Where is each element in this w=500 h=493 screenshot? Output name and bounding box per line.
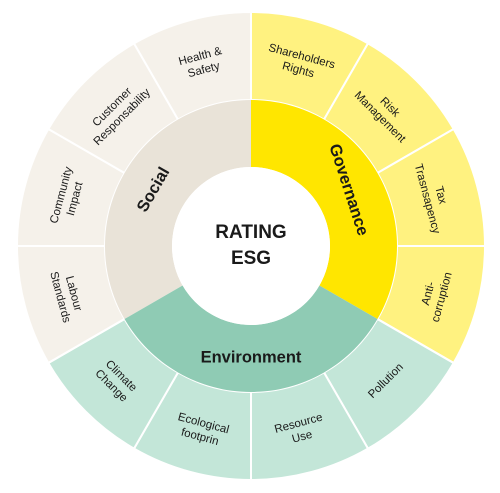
pillar-divider-line <box>376 318 455 364</box>
pillar-divider-line <box>47 318 126 364</box>
outer-ring: LabourStandardsCommunityImpactCustomerRe… <box>15 10 487 482</box>
center-title-line1: RATING <box>215 222 286 243</box>
pillar-segment-social <box>105 100 251 319</box>
center-title-line2: ESG <box>231 248 271 269</box>
pillar-segment-environment <box>124 285 378 392</box>
pillar-segment-governance <box>251 100 397 319</box>
pillar-label-environment: Environment <box>201 348 302 366</box>
center-circle <box>172 167 330 325</box>
